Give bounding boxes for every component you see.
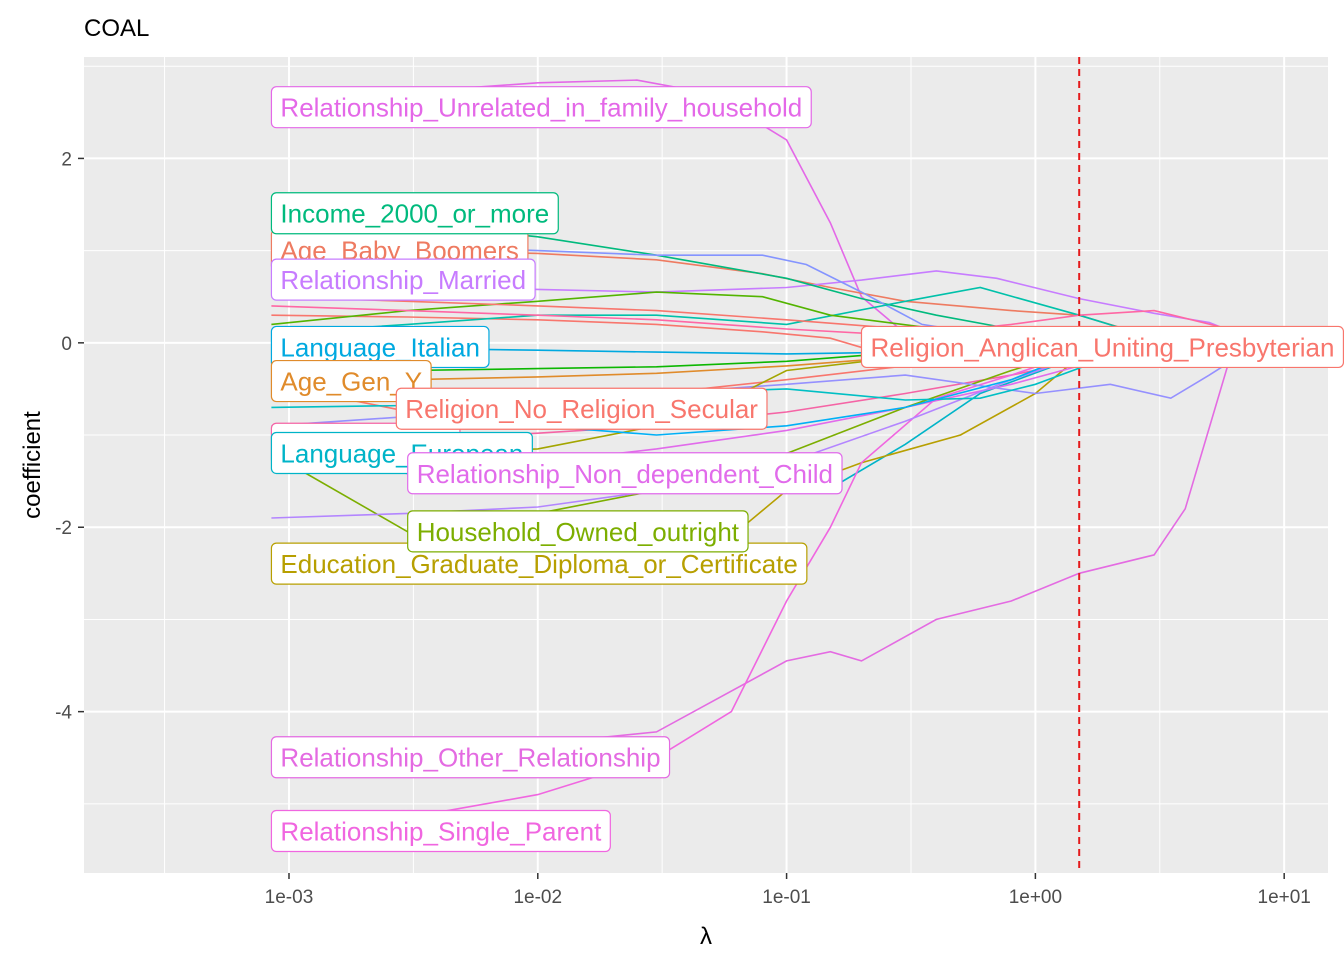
series-label-box (270, 258, 536, 301)
series-line-13 (271, 342, 1261, 759)
series-label-box (270, 86, 812, 129)
x-tick-label: 1e-02 (513, 887, 562, 908)
series-label-box (860, 325, 1344, 369)
series-label-text: Religion_No_Religion_Secular (405, 394, 758, 424)
series-label-13: Relationship_Other_Relationship (270, 736, 671, 779)
series-label-box (270, 192, 559, 235)
y-axis: -4 -2 0 2 (55, 149, 84, 724)
series-label-text: Relationship_Unrelated_in_family_househo… (280, 93, 802, 123)
y-axis-label: coefficient (19, 411, 46, 519)
series-label-text: Income_2000_or_more (280, 199, 549, 229)
series-label-text: Religion_Anglican_Uniting_Presbyterian (870, 332, 1334, 362)
series-label-box (407, 452, 843, 495)
x-tick-label: 1e-01 (762, 887, 811, 908)
series-label-text: Relationship_Non_dependent_Child (417, 459, 833, 489)
series-label-11: Relationship_Non_dependent_Child (407, 452, 843, 495)
series-label-text: Relationship_Other_Relationship (280, 743, 660, 773)
series-label-text: Language_Italian (280, 332, 480, 362)
series-label-text: Education_Graduate_Diploma_or_Certificat… (280, 549, 797, 579)
series-label-text: Relationship_Married (280, 265, 526, 295)
x-tick-label: 1e+01 (1258, 887, 1311, 908)
y-tick-label: -2 (55, 518, 72, 539)
series-label-8: Education_Graduate_Diploma_or_Certificat… (270, 542, 808, 585)
series-label-10: Religion_No_Religion_Secular (395, 387, 768, 430)
series-labels: Relationship_Unrelated_in_family_househo… (270, 86, 1344, 853)
y-tick-label: 0 (61, 334, 72, 355)
x-tick-label: 1e-03 (265, 887, 314, 908)
series-label-box (270, 359, 432, 403)
series-label-2: Relationship_Married (270, 258, 536, 301)
x-axis-label: λ (700, 923, 712, 950)
series-label-text: Relationship_Single_Parent (280, 817, 602, 847)
series-label-0: Relationship_Unrelated_in_family_househo… (270, 86, 812, 129)
series-label-box (270, 736, 671, 779)
chart-title: COAL (84, 15, 149, 42)
series-label-9: Religion_Anglican_Uniting_Presbyterian (860, 325, 1344, 369)
series-label-text: Household_Owned_outright (417, 517, 740, 547)
y-tick-label: 2 (61, 149, 72, 170)
series-label-box (407, 510, 749, 553)
x-tick-label: 1e+00 (1009, 887, 1062, 908)
series-label-12: Household_Owned_outright (407, 510, 749, 553)
series-label-box (270, 809, 611, 853)
y-tick-label: -4 (55, 703, 72, 724)
x-axis: 1e-03 1e-02 1e-01 1e+00 1e+01 (265, 873, 1311, 908)
series-label-3: Income_2000_or_more (270, 192, 559, 235)
series-label-4: Language_Italian (270, 325, 490, 369)
series-label-14: Relationship_Single_Parent (270, 809, 611, 853)
series-label-box (395, 387, 768, 430)
